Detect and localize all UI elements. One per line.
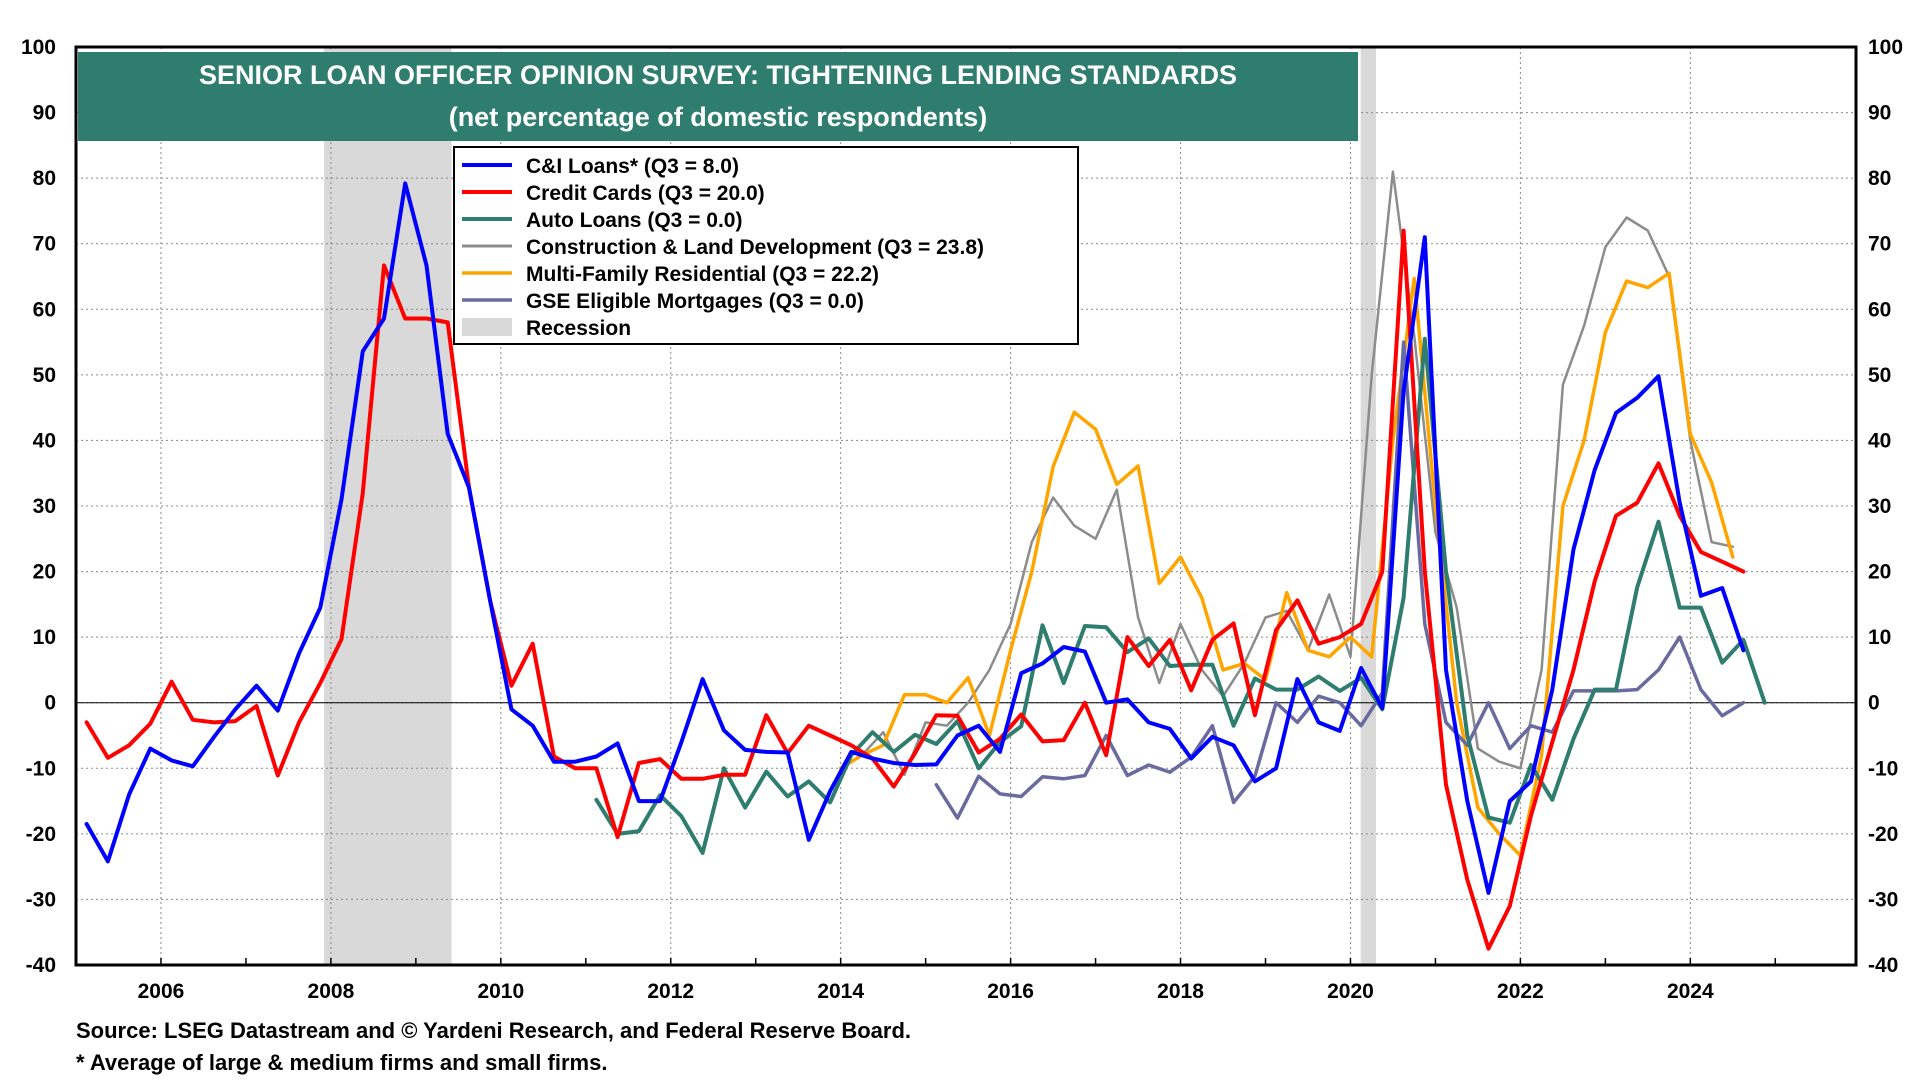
- x-tick-label: 2006: [138, 980, 185, 1003]
- y-tick-label-left: -40: [26, 954, 56, 977]
- legend-label-recession: Recession: [526, 317, 631, 340]
- y-tick-label-right: 10: [1868, 626, 1891, 649]
- series-line-4: [839, 170, 1735, 777]
- title-box: SENIOR LOAN OFFICER OPINION SURVEY: TIGH…: [78, 52, 1358, 141]
- y-tick-label-left: -10: [26, 757, 56, 780]
- series-line-2: [84, 228, 1746, 951]
- y-tick-label-left: 50: [33, 364, 56, 387]
- series-lines: [84, 170, 1767, 951]
- x-axis: 2006 2008 2010 2012 2014 2016 2018 2020 2022 2024: [138, 980, 1714, 1003]
- legend-label: Auto Loans (Q3 = 0.0): [526, 209, 742, 232]
- x-tick-label: 2016: [987, 980, 1034, 1003]
- y-tick-label-left: 80: [33, 167, 56, 190]
- y-tick-label-left: -20: [26, 823, 56, 846]
- legend-label: Credit Cards (Q3 = 20.0): [526, 182, 765, 205]
- x-tick-label: 2008: [308, 980, 355, 1003]
- y-tick-label-right: 70: [1868, 233, 1891, 256]
- y-tick-label-right: 90: [1868, 102, 1891, 125]
- y-tick-label-left: -30: [26, 888, 56, 911]
- y-tick-label-left: 10: [33, 626, 56, 649]
- series-line-5: [838, 271, 1735, 858]
- plot-frame: [74, 45, 1858, 967]
- x-tick-label: 2018: [1157, 980, 1204, 1003]
- y-tick-label-left: 70: [33, 233, 56, 256]
- y-tick-label-right: 20: [1868, 561, 1891, 584]
- source-note: Source: LSEG Datastream and © Yardeni Re…: [76, 1018, 912, 1043]
- x-tick-label: 2022: [1497, 980, 1544, 1003]
- x-tick-label: 2010: [477, 980, 524, 1003]
- y-tick-label-right: -10: [1868, 757, 1898, 780]
- y-tick-label-right: -40: [1868, 954, 1898, 977]
- x-tick-label: 2024: [1667, 980, 1714, 1003]
- legend-swatch-recession: [462, 318, 512, 336]
- footnote: * Average of large & medium firms and sm…: [76, 1050, 608, 1075]
- y-tick-label-left: 60: [33, 298, 56, 321]
- y-tick-label-right: -30: [1868, 888, 1898, 911]
- y-tick-label-right: -20: [1868, 823, 1898, 846]
- y-tick-label-left: 30: [33, 495, 56, 518]
- y-tick-label-right: 60: [1868, 298, 1891, 321]
- chart-title: SENIOR LOAN OFFICER OPINION SURVEY: TIGH…: [199, 60, 1237, 90]
- y-tick-label-right: 80: [1868, 167, 1891, 190]
- y-tick-label-right: 100: [1868, 36, 1903, 59]
- y-tick-label-left: 20: [33, 561, 56, 584]
- y-tick-label-right: 50: [1868, 364, 1891, 387]
- y-tick-label-right: 0: [1868, 692, 1880, 715]
- legend-label: C&I Loans* (Q3 = 8.0): [526, 155, 739, 178]
- y-tick-label-right: 40: [1868, 429, 1891, 452]
- recession-band-2: [1360, 47, 1376, 965]
- series-line-1: [84, 181, 1746, 895]
- legend-label: Construction & Land Development (Q3 = 23…: [526, 236, 984, 259]
- y-tick-label-left: 90: [33, 102, 56, 125]
- x-tick-label: 2012: [647, 980, 694, 1003]
- x-tick-label: 2014: [817, 980, 864, 1003]
- legend: C&I Loans* (Q3 = 8.0) Credit Cards (Q3 = …: [453, 146, 1079, 345]
- y-tick-label-left: 0: [44, 692, 56, 715]
- y-tick-label-left: 100: [21, 36, 56, 59]
- y-tick-label-right: 30: [1868, 495, 1891, 518]
- chart-subtitle: (net percentage of domestic respondents): [449, 102, 988, 132]
- legend-label: GSE Eligible Mortgages (Q3 = 0.0): [526, 290, 864, 313]
- x-tick-label: 2020: [1327, 980, 1374, 1003]
- y-tick-label-left: 40: [33, 429, 56, 452]
- legend-label: Multi-Family Residential (Q3 = 22.2): [526, 263, 879, 286]
